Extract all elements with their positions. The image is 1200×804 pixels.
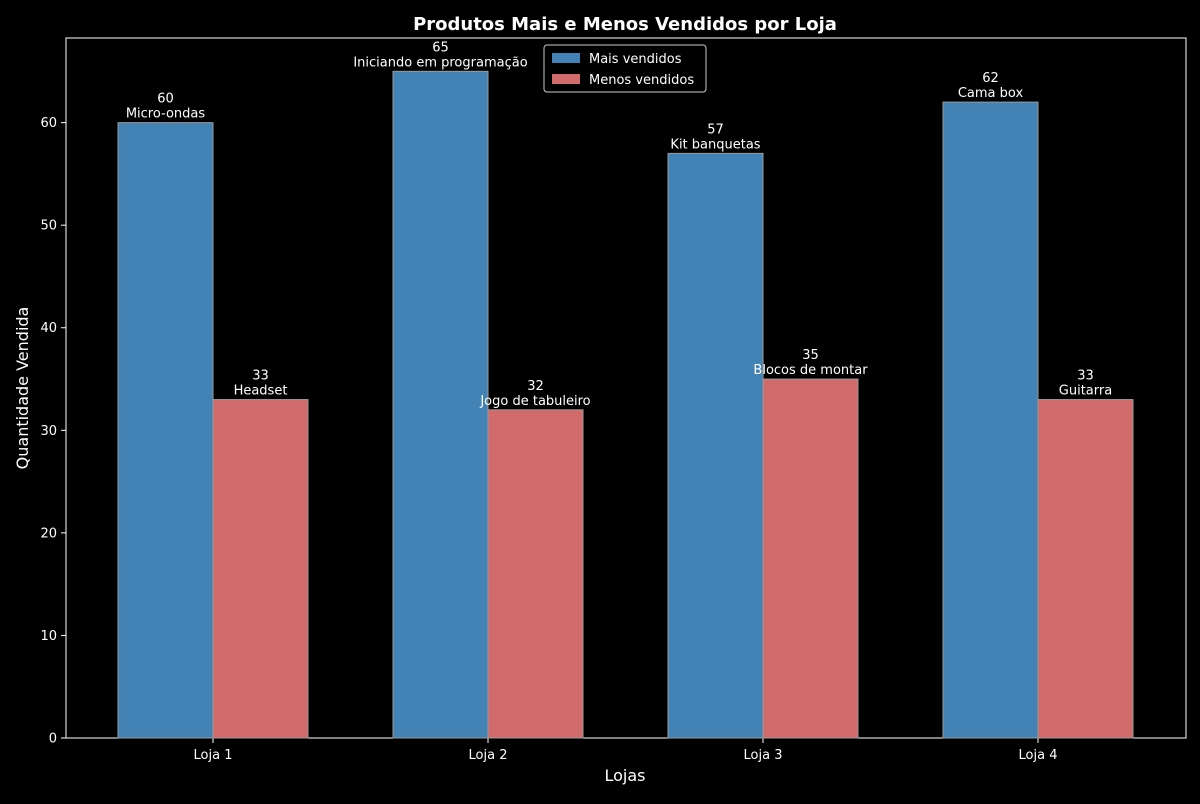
x-axis-label: Lojas (604, 766, 645, 785)
x-tick-label: Loja 3 (744, 748, 783, 763)
x-tick-label: Loja 1 (194, 748, 233, 763)
chart-title: Produtos Mais e Menos Vendidos por Loja (413, 14, 837, 35)
y-tick-label: 40 (40, 321, 57, 336)
bar-mais-vendidos (117, 122, 214, 739)
x-tick-label: Loja 4 (1019, 748, 1058, 763)
bar-product-label: Headset (234, 384, 288, 399)
y-tick-label: 0 (49, 732, 57, 747)
bar-value-label: 65 (432, 40, 449, 55)
bar-mais-vendidos (942, 101, 1039, 739)
legend-label: Mais vendidos (589, 52, 682, 67)
bar-value-label: 57 (707, 122, 724, 137)
bar-value-label: 35 (802, 348, 819, 363)
legend-swatch (552, 74, 580, 84)
x-tick-label: Loja 2 (469, 748, 508, 763)
legend: Mais vendidos Menos vendidos (543, 44, 707, 93)
bar-menos-vendidos (1037, 399, 1134, 739)
bar-mais-vendidos (392, 70, 489, 739)
bar-menos-vendidos (212, 399, 309, 739)
bar-value-label: 62 (982, 71, 999, 86)
bar-product-label: Cama box (958, 86, 1024, 101)
bar-value-label: 32 (527, 379, 544, 394)
bar-mais-vendidos (667, 152, 764, 739)
y-tick-label: 20 (40, 526, 57, 541)
bar-value-label: 33 (252, 369, 269, 384)
legend-swatch (552, 53, 580, 63)
bar-value-label: 60 (157, 92, 174, 107)
y-tick-label: 60 (40, 116, 57, 131)
plot-frame (65, 37, 1187, 739)
bar-product-label: Guitarra (1059, 384, 1112, 399)
bar-product-label: Jogo de tabuleiro (479, 394, 590, 409)
y-tick-label: 10 (40, 629, 57, 644)
legend-box (543, 44, 707, 93)
y-tick-label: 30 (40, 424, 57, 439)
y-tick-label: 50 (40, 219, 57, 234)
bar-value-label: 33 (1077, 369, 1094, 384)
bar-product-label: Blocos de montar (753, 363, 868, 378)
bar-menos-vendidos (762, 378, 859, 739)
y-axis-label: Quantidade Vendida (13, 307, 32, 470)
bar-product-label: Iniciando em programação (353, 55, 527, 70)
bar-product-label: Micro-ondas (126, 107, 206, 122)
bar-product-label: Kit banquetas (670, 137, 760, 152)
bar-menos-vendidos (487, 409, 584, 739)
legend-label: Menos vendidos (589, 73, 694, 88)
